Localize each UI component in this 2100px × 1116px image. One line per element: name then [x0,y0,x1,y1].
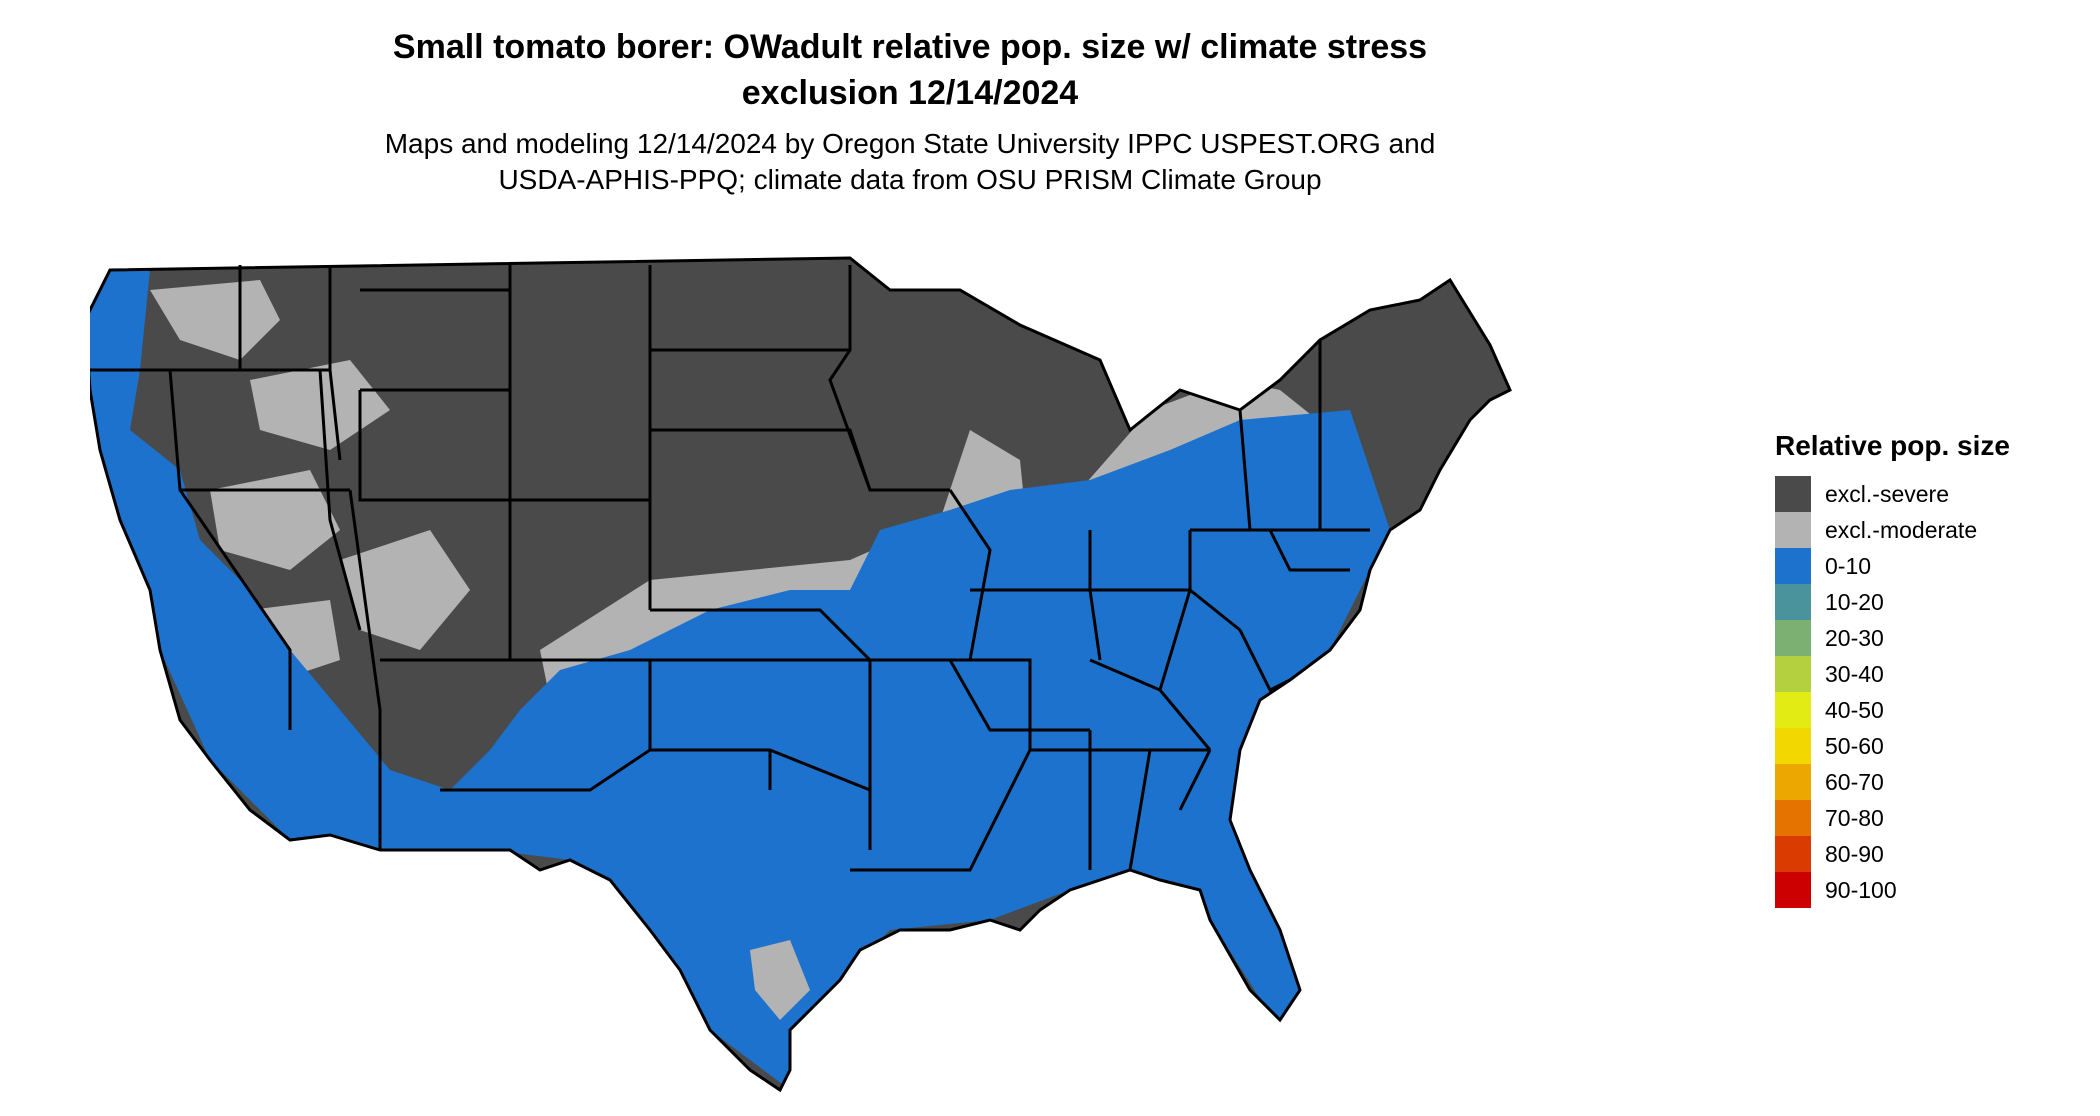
legend-swatch [1775,692,1811,728]
legend-item: excl.-severe [1775,476,2010,512]
map-subtitle: Maps and modeling 12/14/2024 by Oregon S… [250,126,1570,198]
moderate-patches-west [150,280,470,680]
subtitle-line-2: USDA-APHIS-PPQ; climate data from OSU PR… [498,164,1322,195]
title-line-1: Small tomato borer: OWadult relative pop… [392,28,1428,66]
legend: Relative pop. size excl.-severe excl.-mod… [1775,430,2010,908]
legend-label: 0-10 [1825,552,1872,579]
legend-item: 10-20 [1775,584,2010,620]
legend-label: 80-90 [1825,840,1884,867]
legend-rows: excl.-severe excl.-moderate 0-10 10-20 20-30… [1775,476,2010,908]
legend-item: 20-30 [1775,620,2010,656]
legend-label: excl.-moderate [1825,516,1978,543]
legend-item: 30-40 [1775,656,2010,692]
legend-item: 40-50 [1775,692,2010,728]
legend-label: 90-100 [1825,876,1897,903]
legend-swatch [1775,764,1811,800]
legend-label: 40-50 [1825,696,1884,723]
legend-swatch [1775,620,1811,656]
legend-swatch [1775,872,1811,908]
legend-label: 10-20 [1825,588,1884,615]
legend-item: 90-100 [1775,872,2010,908]
legend-label: 70-80 [1825,804,1884,831]
legend-swatch [1775,476,1811,512]
legend-label: 50-60 [1825,732,1884,759]
legend-label: 30-40 [1825,660,1884,687]
legend-item: 50-60 [1775,728,2010,764]
legend-item: 60-70 [1775,764,2010,800]
legend-label: 20-30 [1825,624,1884,651]
legend-swatch [1775,512,1811,548]
state-borders [90,256,1512,1093]
state-lines [90,265,1370,872]
moderate-texas-south [750,940,810,1020]
title-line-2: exclusion 12/14/2024 [741,74,1079,112]
legend-title: Relative pop. size [1775,430,2010,461]
low-zone [90,270,1390,1090]
legend-label: excl.-severe [1825,480,1949,507]
legend-label: 60-70 [1825,768,1884,795]
subtitle-line-1: Maps and modeling 12/14/2024 by Oregon S… [384,128,1436,159]
us-map [90,256,1512,1093]
legend-swatch [1775,548,1811,584]
legend-swatch [1775,584,1811,620]
country-outline [90,256,1512,1093]
legend-item: 80-90 [1775,836,2010,872]
legend-swatch [1775,728,1811,764]
legend-swatch [1775,656,1811,692]
legend-swatch [1775,800,1811,836]
legend-item: 70-80 [1775,800,2010,836]
legend-item: 0-10 [1775,548,2010,584]
map-title: Small tomato borer: OWadult relative pop… [250,24,1570,116]
legend-item: excl.-moderate [1775,512,2010,548]
legend-swatch [1775,836,1811,872]
